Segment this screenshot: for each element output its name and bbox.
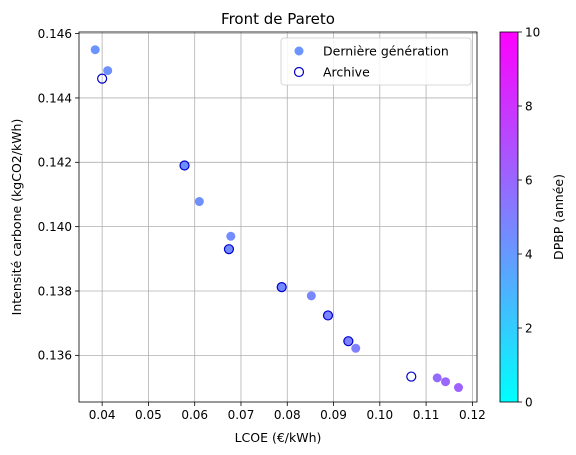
y-tick-label: 0.138 xyxy=(38,284,72,298)
colorbar-tick-label: 0 xyxy=(525,395,533,409)
x-tick-label: 0.10 xyxy=(366,408,393,422)
point-last-generation xyxy=(343,336,353,346)
y-tick-label: 0.146 xyxy=(38,27,72,41)
legend-marker-last-generation xyxy=(294,46,304,56)
x-tick-label: 0.11 xyxy=(413,408,440,422)
y-tick-label: 0.144 xyxy=(38,91,72,105)
point-last-generation xyxy=(90,45,100,55)
data-marks xyxy=(90,45,463,393)
x-tick-label: 0.04 xyxy=(89,408,116,422)
x-axis-label: LCOE (€/kWh) xyxy=(235,430,322,445)
x-tick-label: 0.07 xyxy=(228,408,255,422)
colorbar-tick-label: 4 xyxy=(525,247,533,261)
point-archive xyxy=(322,310,334,321)
x-tick-label: 0.06 xyxy=(181,408,208,422)
plot-area xyxy=(79,32,477,402)
colorbar-tick-label: 2 xyxy=(525,321,533,335)
point-last-generation xyxy=(432,373,442,383)
colorbar-gradient xyxy=(499,31,519,403)
legend-box xyxy=(280,37,472,86)
legend-label-archive: Archive xyxy=(323,65,370,80)
grid xyxy=(79,32,477,402)
point-archive xyxy=(343,336,354,347)
colorbar-ticks: 0 2 4 6 8 10 xyxy=(518,25,540,409)
point-last-generation xyxy=(453,383,463,393)
y-axis-label: Intensité carbone (kgCO2/kWh) xyxy=(9,119,24,316)
legend-label-last-generation: Dernière génération xyxy=(323,44,449,59)
point-last-generation xyxy=(226,231,236,241)
y-tick-label: 0.142 xyxy=(38,156,72,170)
point-last-generation xyxy=(323,310,333,320)
x-tick-label: 0.08 xyxy=(274,408,301,422)
colorbar-label: DPBP (année) xyxy=(551,174,566,260)
x-axis-ticks: 0.04 0.05 0.06 0.07 0.08 0.09 0.10 0.11 0.12 xyxy=(89,402,486,422)
colorbar: 0 2 4 6 8 10 DPBP (année) xyxy=(499,25,566,409)
x-tick-label: 0.12 xyxy=(459,408,486,422)
point-archive xyxy=(97,73,108,84)
point-archive xyxy=(179,160,190,171)
point-last-generation xyxy=(351,343,361,353)
legend: Dernière génération Archive xyxy=(280,37,472,86)
y-tick-label: 0.140 xyxy=(38,220,72,234)
point-last-generation xyxy=(277,282,287,292)
plot-frame xyxy=(78,31,478,403)
point-last-generation xyxy=(103,66,113,76)
point-archive xyxy=(223,244,235,255)
colorbar-tick-label: 6 xyxy=(525,173,533,187)
y-axis-ticks: 0.136 0.138 0.140 0.142 0.144 0.146 xyxy=(38,27,79,363)
point-last-generation xyxy=(306,291,316,301)
point-last-generation xyxy=(180,161,190,171)
point-last-generation xyxy=(441,377,451,387)
legend-marker-archive xyxy=(293,66,305,78)
point-archive xyxy=(406,371,417,382)
colorbar-tick-label: 8 xyxy=(525,99,533,113)
point-last-generation xyxy=(194,197,204,207)
y-tick-label: 0.136 xyxy=(38,349,72,363)
point-archive xyxy=(276,282,287,293)
colorbar-tick-label: 10 xyxy=(525,25,540,39)
chart-title: Front de Pareto xyxy=(221,10,335,28)
point-last-generation xyxy=(224,244,234,254)
x-tick-label: 0.05 xyxy=(135,408,162,422)
x-tick-label: 0.09 xyxy=(320,408,347,422)
